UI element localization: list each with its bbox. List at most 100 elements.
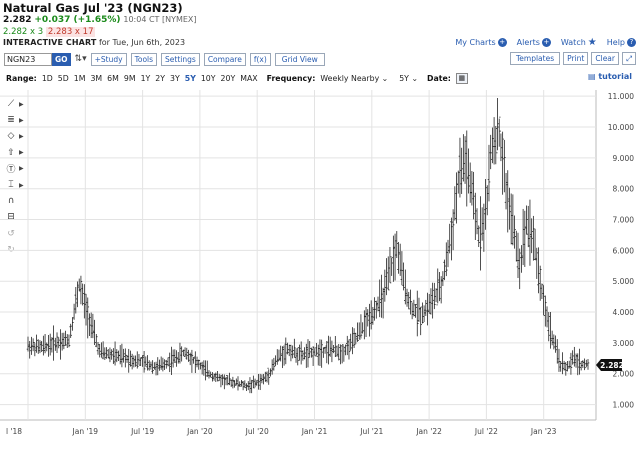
ohlc-bar xyxy=(115,349,119,363)
x-tick-label: Jan '19 xyxy=(72,427,99,436)
study-button[interactable]: +Study xyxy=(90,52,127,66)
ohlc-bar xyxy=(158,359,161,371)
ohlc-bar xyxy=(544,295,547,327)
range-option-3m[interactable]: 3M xyxy=(90,73,103,83)
range-option-1d[interactable]: 1D xyxy=(41,73,53,83)
ohlc-bar xyxy=(310,347,313,358)
ohlc-bar xyxy=(480,207,484,241)
ohlc-bar xyxy=(390,256,393,276)
ohlc-bar xyxy=(255,380,259,386)
lock-tool[interactable]: ⊟ xyxy=(5,209,27,225)
fx-button[interactable]: f(x) xyxy=(249,52,271,66)
ohlc-bar xyxy=(135,351,139,369)
ohlc-bar xyxy=(458,137,462,198)
magnet-tool[interactable]: ∩ xyxy=(5,193,27,209)
range-option-max[interactable]: MAX xyxy=(240,73,258,83)
ohlc-bar xyxy=(508,187,511,230)
ohlc-bar xyxy=(187,349,190,362)
ohlc-bar xyxy=(555,339,559,364)
ohlc-bar xyxy=(183,347,187,357)
range-option-5y[interactable]: 5Y xyxy=(184,73,196,83)
ohlc-bar xyxy=(530,218,533,254)
watch-link[interactable]: Watch ★ xyxy=(560,37,597,48)
ohlc-bar xyxy=(503,139,506,193)
ohlc-bar xyxy=(450,217,453,261)
up-arrow-icon: ⇧ xyxy=(7,147,15,158)
tutorial-link[interactable]: ▤ tutorial xyxy=(587,72,632,81)
ohlc-bar xyxy=(60,332,64,351)
ohlc-bar xyxy=(65,334,69,349)
frequency-select[interactable]: Weekly Nearby ⌄ xyxy=(320,73,389,83)
x-tick-label: Jul '20 xyxy=(245,427,269,436)
ohlc-bar xyxy=(518,248,522,290)
ohlc-bar xyxy=(72,303,76,320)
go-button[interactable]: GO xyxy=(52,52,71,66)
range-option-10y[interactable]: 10Y xyxy=(200,73,216,83)
range-option-5d[interactable]: 5D xyxy=(57,73,69,83)
plus-icon: + xyxy=(541,38,551,47)
compare-button[interactable]: Compare xyxy=(203,52,246,66)
ohlc-bar xyxy=(361,322,364,334)
ohlc-bar xyxy=(238,381,242,387)
ohlc-bar xyxy=(282,345,286,366)
ohlc-bar xyxy=(265,371,269,383)
ohlc-bar xyxy=(441,271,445,287)
fib-tool[interactable]: ≣ ▶ xyxy=(5,112,27,128)
ohlc-bar xyxy=(30,336,33,355)
last-price-marker: 2.282 xyxy=(596,359,624,372)
ohlc-bar xyxy=(294,348,298,363)
arrow-tool[interactable]: ⇧ ▶ xyxy=(5,145,27,161)
alerts-link[interactable]: Alerts + xyxy=(516,38,551,47)
ohlc-bar xyxy=(93,319,96,346)
range-option-1m[interactable]: 1M xyxy=(73,73,86,83)
shape-icon: ◇ xyxy=(7,131,15,142)
my-charts-link[interactable]: My Charts + xyxy=(455,38,507,47)
ohlc-bar xyxy=(240,379,243,387)
y-axis: 1.000 2.000 3.000 4.000 5.000 6.000 7.000 8.000… xyxy=(608,92,634,409)
arrow-right-icon: ▶ xyxy=(19,149,24,157)
tools-button[interactable]: Tools xyxy=(130,52,158,66)
ohlc-bar xyxy=(28,340,32,359)
ohlc-bar xyxy=(583,358,586,371)
redo-tool[interactable]: ↻ xyxy=(5,242,27,258)
settings-button[interactable]: Settings xyxy=(161,52,200,66)
ohlc-bar xyxy=(535,247,539,279)
calendar-icon[interactable]: ▦ xyxy=(455,72,468,84)
range-option-2y[interactable]: 2Y xyxy=(155,73,166,83)
ohlc-bar xyxy=(514,230,518,262)
print-button[interactable]: Print xyxy=(563,52,589,65)
clear-button[interactable]: Clear xyxy=(591,52,619,65)
grid-view-button[interactable]: Grid View xyxy=(274,52,325,66)
ohlc-bar xyxy=(190,349,194,373)
period-select[interactable]: 5Y ⌄ xyxy=(399,73,418,83)
text-tool[interactable]: Ⓣ ▶ xyxy=(5,161,27,177)
expand-icon[interactable]: ⤢ xyxy=(622,52,636,65)
ohlc-bar xyxy=(52,325,55,361)
ohlc-bar xyxy=(166,357,170,367)
price-chart[interactable]: 1.000 2.000 3.000 4.000 5.000 6.000 7.000 8.000… xyxy=(0,90,640,459)
help-link[interactable]: Help? xyxy=(607,38,636,47)
line-tool-icon: ⟋ xyxy=(7,99,15,110)
range-option-1y[interactable]: 1Y xyxy=(140,73,151,83)
ohlc-bar xyxy=(245,383,248,392)
symbol-input[interactable]: NGN23 xyxy=(4,52,52,66)
templates-button[interactable]: Templates xyxy=(509,52,561,65)
ohlc-bar xyxy=(96,341,100,355)
range-option-20y[interactable]: 20Y xyxy=(220,73,236,83)
ohlc-bar xyxy=(569,352,573,375)
chart-type-icon[interactable]: ⇅▾ xyxy=(74,54,87,64)
measure-tool[interactable]: ⌶ ▶ xyxy=(5,177,27,193)
ohlc-bar xyxy=(207,370,211,379)
line-tool[interactable]: ⟋ ▶ xyxy=(5,96,27,112)
ohlc-bar xyxy=(482,203,486,252)
y-tick-label: 10.000 xyxy=(608,123,634,132)
ohlc-bar xyxy=(369,300,373,330)
range-option-3y[interactable]: 3Y xyxy=(170,73,180,83)
undo-tool[interactable]: ↺ xyxy=(5,226,27,242)
ohlc-bar xyxy=(228,372,231,386)
shape-tool[interactable]: ◇ ▶ xyxy=(5,128,27,144)
ohlc-bar xyxy=(170,346,173,375)
range-option-6m[interactable]: 6M xyxy=(107,73,119,83)
range-option-9m[interactable]: 9M xyxy=(123,73,136,83)
ohlc-bar xyxy=(496,97,499,154)
